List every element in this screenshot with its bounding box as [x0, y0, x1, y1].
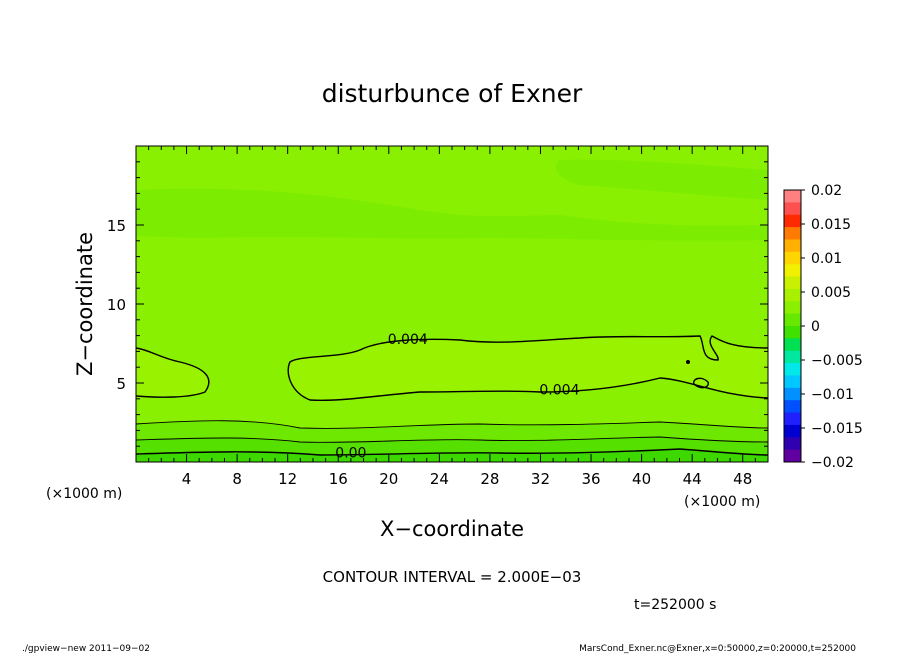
- colorbar-swatch: [784, 288, 801, 302]
- colorbar-swatch: [784, 251, 801, 265]
- y-tick-label: 15: [107, 217, 126, 235]
- contour-interval-text: CONTOUR INTERVAL = 2.000E−03: [323, 568, 582, 586]
- colorbar-tick-label: 0.005: [811, 285, 851, 301]
- contour-0004-main: [287, 335, 768, 402]
- y-axis-ticks: 5 10 15: [107, 145, 768, 463]
- colorbar-tick-label: 0: [811, 319, 820, 335]
- colorbar-tick-label: 0.01: [811, 251, 842, 267]
- contour-dot: [686, 360, 690, 364]
- colorbar-swatch: [784, 239, 801, 253]
- contour-field: [136, 146, 768, 462]
- colorbar-swatch: [784, 338, 801, 352]
- colorbar-swatch: [784, 301, 801, 315]
- upper-band: [136, 188, 768, 241]
- y-tick-label: 10: [107, 296, 126, 314]
- time-label: t=252000 s: [634, 597, 716, 613]
- colorbar-swatch: [784, 276, 801, 290]
- x-unit-left: (×1000 m): [46, 486, 122, 502]
- chart-title: disturbunce of Exner: [322, 79, 583, 108]
- colorbar-swatch: [784, 202, 801, 216]
- footer-left: ./gpview−new 2011−09−02: [22, 644, 150, 654]
- colorbar-tick-label: −0.005: [811, 353, 863, 369]
- x-unit-right: (×1000 m): [684, 494, 760, 510]
- contour-thin-lower: [136, 436, 768, 443]
- contour-000: [136, 448, 768, 456]
- colorbar-tick-label: 0.015: [811, 217, 851, 233]
- mid-high-region: [288, 336, 768, 401]
- x-tick-label: 36: [581, 470, 600, 488]
- colorbar-swatch: [784, 412, 801, 426]
- upper-right-band: [556, 159, 768, 200]
- colorbar-swatch: [784, 350, 801, 364]
- x-tick-label: 24: [430, 470, 449, 488]
- contour-lines: [136, 335, 768, 456]
- colorbar-swatch: [784, 214, 801, 228]
- contour-labels: 0.004 0.004 0.00: [335, 332, 579, 462]
- x-axis-label: X−coordinate: [380, 517, 524, 541]
- colorbar-tick-label: −0.015: [811, 421, 863, 437]
- colorbar: [783, 189, 802, 463]
- colorbar-swatch: [784, 264, 801, 278]
- contour-small-loop: [693, 377, 709, 389]
- colorbar-tick-label: −0.02: [811, 455, 854, 471]
- colorbar-swatch: [784, 400, 801, 414]
- colorbar-tick-label: 0.02: [811, 183, 842, 199]
- footer-right: MarsCond_Exner.nc@Exner,x=0:50000,z=0:20…: [579, 644, 856, 654]
- x-tick-label: 28: [480, 470, 499, 488]
- colorbar-swatch: [784, 363, 801, 376]
- contour-0004-upper: [136, 347, 210, 398]
- colorbar-swatch: [784, 437, 801, 451]
- colorbar-swatch: [784, 424, 801, 438]
- contour-label: 0.004: [539, 382, 579, 398]
- y-tick-label: 5: [116, 375, 126, 393]
- mid-high-left: [136, 348, 209, 398]
- contour-label: 0.00: [335, 446, 366, 462]
- x-tick-label: 20: [379, 470, 398, 488]
- colorbar-swatch: [784, 313, 801, 327]
- x-tick-label: 48: [733, 470, 752, 488]
- colorbar-swatch: [784, 227, 801, 240]
- x-tick-label: 44: [683, 470, 702, 488]
- x-tick-label: 32: [531, 470, 550, 488]
- x-tick-label: 8: [232, 470, 242, 488]
- y-axis-label: Z−coordinate: [73, 232, 97, 376]
- contour-thin-upper: [136, 420, 768, 429]
- colorbar-swatch: [784, 449, 801, 463]
- colorbar-swatch: [784, 375, 801, 389]
- x-tick-label: 4: [182, 470, 192, 488]
- colorbar-swatch: [784, 326, 801, 339]
- colorbar-tick-label: −0.01: [811, 387, 854, 403]
- colorbar-ticks: 0.02 0.015 0.01 0.005 0 −0.005 −0.01 −0.015 −0.0…: [801, 183, 863, 471]
- x-axis-ticks: 4 8 12 16 20 24 28 32 36 40 44 48: [135, 146, 769, 488]
- x-tick-label: 40: [632, 470, 651, 488]
- colorbar-swatch: [784, 387, 801, 401]
- contour-label: 0.004: [388, 332, 428, 348]
- x-tick-label: 12: [278, 470, 297, 488]
- x-tick-label: 16: [329, 470, 348, 488]
- colorbar-swatch: [784, 190, 801, 203]
